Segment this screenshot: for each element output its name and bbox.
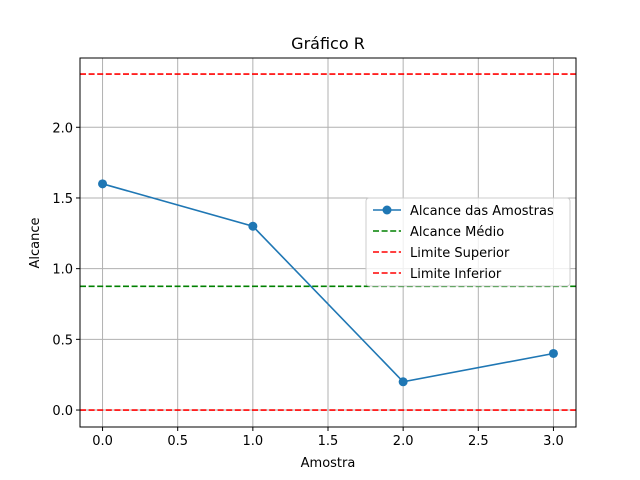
x-axis-ticks: 0.0 0.5 1.0 1.5 2.0 2.5 3.0	[92, 427, 564, 449]
legend-label: Alcance Médio	[410, 225, 504, 240]
y-axis-ticks: 0.0 0.5 1.0 1.5 2.0	[52, 121, 80, 419]
data-series	[98, 179, 558, 387]
data-point	[98, 179, 108, 189]
legend: Alcance das Amostras Alcance Médio Limite …	[365, 197, 571, 287]
x-tick-label: 3.0	[543, 434, 564, 449]
legend-label: Alcance das Amostras	[410, 204, 554, 219]
x-tick-label: 1.5	[318, 434, 339, 449]
x-tick-label: 2.5	[468, 434, 489, 449]
data-point	[398, 377, 408, 387]
legend-label: Limite Superior	[410, 246, 510, 261]
y-tick-label: 1.0	[52, 263, 73, 278]
y-tick-label: 0.0	[52, 404, 73, 419]
data-point	[248, 221, 258, 231]
y-tick-label: 2.0	[52, 121, 73, 136]
series-line	[102, 183, 554, 383]
x-tick-label: 0.0	[92, 434, 113, 449]
y-axis-label: Alcance	[28, 217, 43, 268]
chart-title: Gráfico R	[291, 34, 365, 53]
legend-label: Limite Inferior	[410, 267, 502, 282]
x-tick-label: 2.0	[393, 434, 414, 449]
x-tick-label: 0.5	[167, 434, 188, 449]
y-tick-label: 1.5	[52, 192, 73, 207]
x-axis-label: Amostra	[301, 456, 356, 471]
y-tick-label: 0.5	[52, 333, 73, 348]
data-point	[548, 348, 558, 358]
x-tick-label: 1.0	[243, 434, 264, 449]
legend-marker	[382, 205, 392, 215]
legend-box	[365, 197, 571, 287]
